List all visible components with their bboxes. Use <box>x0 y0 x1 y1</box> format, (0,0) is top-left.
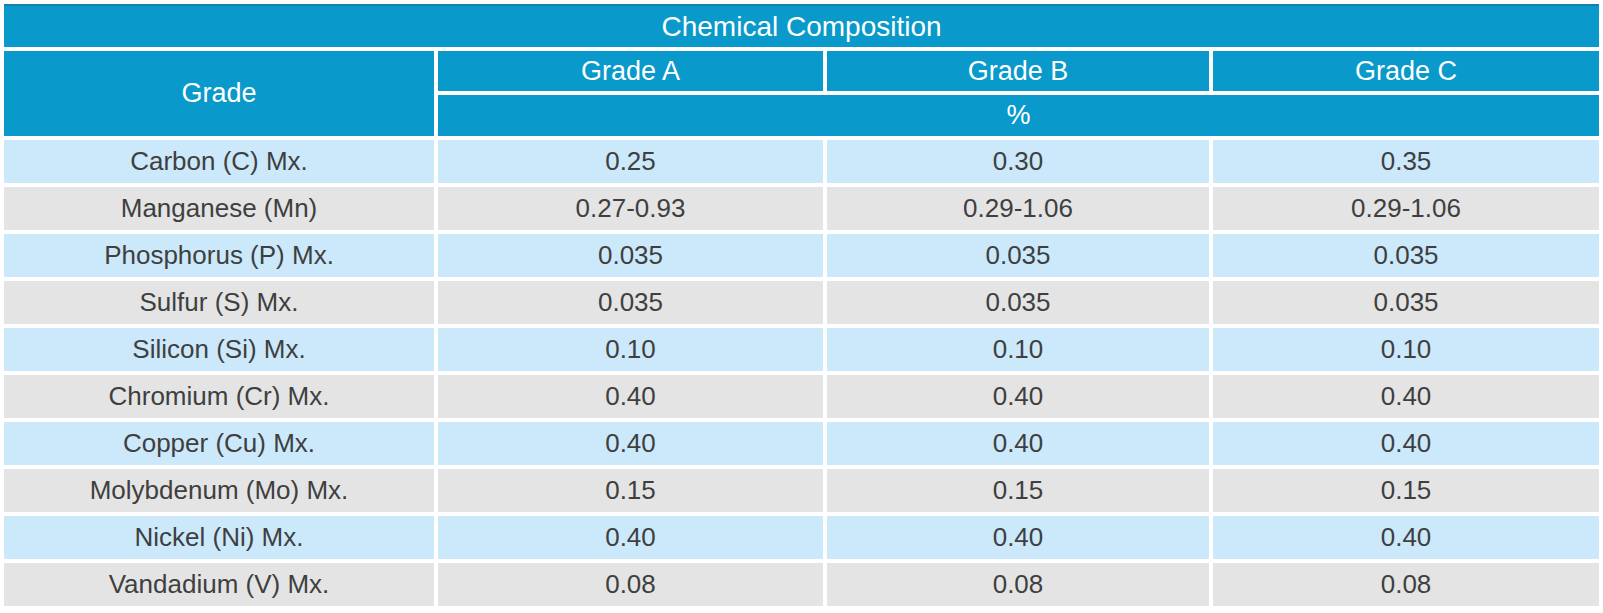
value-cell: 0.035 <box>827 281 1209 324</box>
column-header-grade-b: Grade B <box>827 51 1209 91</box>
value-cell: 0.29-1.06 <box>1213 187 1599 230</box>
value-cell: 0.08 <box>438 563 823 606</box>
value-cell: 0.035 <box>1213 281 1599 324</box>
value-cell: 0.08 <box>827 563 1209 606</box>
column-header-grade-a: Grade A <box>438 51 823 91</box>
unit-header-percent: % <box>438 95 1599 136</box>
value-cell: 0.40 <box>438 422 823 465</box>
value-cell: 0.10 <box>438 328 823 371</box>
page: Chemical Composition Grade Grade A Grade… <box>0 0 1603 613</box>
value-cell: 0.40 <box>1213 422 1599 465</box>
value-cell: 0.035 <box>438 234 823 277</box>
value-cell: 0.40 <box>438 516 823 559</box>
element-label-cell: Molybdenum (Mo) Mx. <box>4 469 434 512</box>
value-cell: 0.40 <box>827 422 1209 465</box>
value-cell: 0.035 <box>1213 234 1599 277</box>
value-cell: 0.15 <box>1213 469 1599 512</box>
value-cell: 0.15 <box>827 469 1209 512</box>
value-cell: 0.40 <box>1213 516 1599 559</box>
value-cell: 0.40 <box>1213 375 1599 418</box>
element-label-cell: Carbon (C) Mx. <box>4 140 434 183</box>
table-row: Copper (Cu) Mx.0.400.400.40 <box>4 422 1599 465</box>
table-row: Vandadium (V) Mx.0.080.080.08 <box>4 563 1599 606</box>
element-label-cell: Silicon (Si) Mx. <box>4 328 434 371</box>
table-row: Silicon (Si) Mx.0.100.100.10 <box>4 328 1599 371</box>
value-cell: 0.035 <box>438 281 823 324</box>
table-row: Manganese (Mn)0.27-0.930.29-1.060.29-1.0… <box>4 187 1599 230</box>
value-cell: 0.29-1.06 <box>827 187 1209 230</box>
element-label-cell: Copper (Cu) Mx. <box>4 422 434 465</box>
value-cell: 0.10 <box>827 328 1209 371</box>
value-cell: 0.30 <box>827 140 1209 183</box>
table-row: Phosphorus (P) Mx.0.0350.0350.035 <box>4 234 1599 277</box>
table-row: Sulfur (S) Mx.0.0350.0350.035 <box>4 281 1599 324</box>
column-header-grade: Grade <box>4 51 434 136</box>
title-row: Chemical Composition <box>4 4 1599 47</box>
grade-header-row: Grade Grade A Grade B Grade C <box>4 51 1599 91</box>
value-cell: 0.25 <box>438 140 823 183</box>
element-label-cell: Manganese (Mn) <box>4 187 434 230</box>
element-label-cell: Nickel (Ni) Mx. <box>4 516 434 559</box>
element-label-cell: Sulfur (S) Mx. <box>4 281 434 324</box>
table-row: Chromium (Cr) Mx.0.400.400.40 <box>4 375 1599 418</box>
value-cell: 0.035 <box>827 234 1209 277</box>
value-cell: 0.40 <box>827 516 1209 559</box>
table-row: Nickel (Ni) Mx.0.400.400.40 <box>4 516 1599 559</box>
value-cell: 0.35 <box>1213 140 1599 183</box>
value-cell: 0.40 <box>438 375 823 418</box>
table-title: Chemical Composition <box>4 4 1599 47</box>
value-cell: 0.27-0.93 <box>438 187 823 230</box>
chemical-composition-table: Chemical Composition Grade Grade A Grade… <box>0 0 1603 610</box>
value-cell: 0.40 <box>827 375 1209 418</box>
column-header-grade-c: Grade C <box>1213 51 1599 91</box>
element-label-cell: Vandadium (V) Mx. <box>4 563 434 606</box>
element-label-cell: Phosphorus (P) Mx. <box>4 234 434 277</box>
table-row: Molybdenum (Mo) Mx.0.150.150.15 <box>4 469 1599 512</box>
element-label-cell: Chromium (Cr) Mx. <box>4 375 434 418</box>
table-body: Carbon (C) Mx.0.250.300.35Manganese (Mn)… <box>4 140 1599 606</box>
value-cell: 0.15 <box>438 469 823 512</box>
value-cell: 0.08 <box>1213 563 1599 606</box>
value-cell: 0.10 <box>1213 328 1599 371</box>
table-row: Carbon (C) Mx.0.250.300.35 <box>4 140 1599 183</box>
